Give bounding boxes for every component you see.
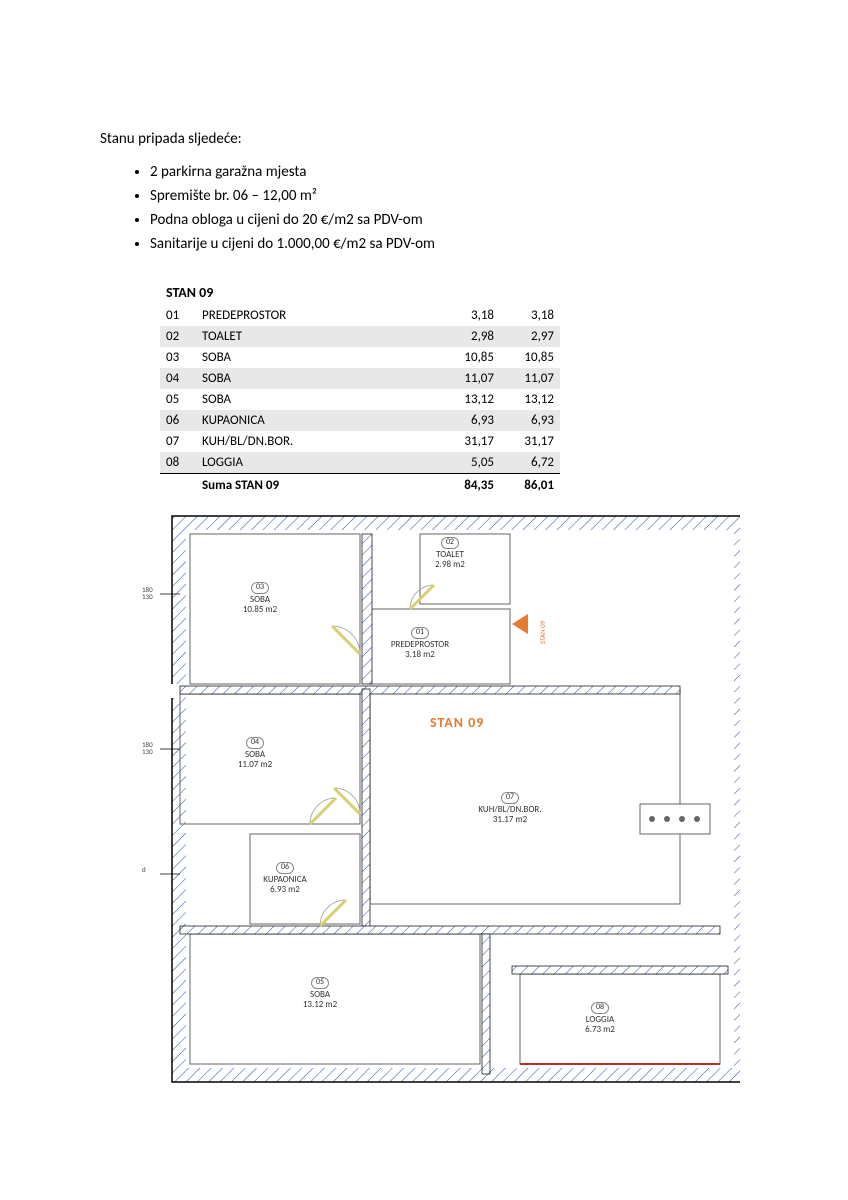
room-label: 01PREDEPROSTOR3.18 m2 xyxy=(380,627,460,661)
intro-text: Stanu pripada sljedeće: xyxy=(100,130,768,148)
bullet-item: Podna obloga u cijeni do 20 €/m2 sa PDV-… xyxy=(150,208,768,232)
table-row: 04SOBA11,0711,07 xyxy=(160,368,560,389)
bullet-list: 2 parkirna garažna mjesta Spremište br. … xyxy=(150,160,768,256)
table-row: 01PREDEPROSTOR3,183,18 xyxy=(160,305,560,326)
area-table: STAN 09 01PREDEPROSTOR3,183,1802TOALET2,… xyxy=(160,280,560,496)
table-title: STAN 09 xyxy=(160,280,560,305)
table-row: 06KUPAONICA6,936,93 xyxy=(160,410,560,431)
table-row: 08LOGGIA5,056,72 xyxy=(160,452,560,474)
table-row: 05SOBA13,1213,12 xyxy=(160,389,560,410)
room-label: 07KUH/BL/DN.BOR.31.17 m2 xyxy=(470,792,550,826)
table-sum-row: Suma STAN 0984,3586,01 xyxy=(160,474,560,497)
table-row: 02TOALET2,982,97 xyxy=(160,326,560,347)
dimension-label: 180130 xyxy=(142,741,153,755)
bullet-item: 2 parkirna garažna mjesta xyxy=(150,160,768,184)
room-label: 08LOGGIA6.73 m2 xyxy=(560,1002,640,1036)
room-label: 04SOBA11.07 m2 xyxy=(215,737,295,771)
room-label: 05SOBA13.12 m2 xyxy=(280,977,360,1011)
room-label: 02TOALET2.98 m2 xyxy=(410,537,490,571)
dimension-label: d xyxy=(142,866,146,873)
bullet-item: Sanitarije u cijeni do 1.000,00 €/m2 sa … xyxy=(150,232,768,256)
room-label: 06KUPAONICA6.93 m2 xyxy=(245,862,325,896)
entry-marker-icon xyxy=(512,614,528,634)
floor-plan: REMAX STAN 09 STAN 09 03SOBA10.85 m202TO… xyxy=(120,514,740,1094)
entry-label: STAN 09 xyxy=(538,621,547,644)
table-row: 07KUH/BL/DN.BOR.31,1731,17 xyxy=(160,431,560,452)
dimension-label: 180130 xyxy=(142,586,153,600)
table-row: 03SOBA10,8510,85 xyxy=(160,347,560,368)
room-label: 03SOBA10.85 m2 xyxy=(220,582,300,616)
unit-label: STAN 09 xyxy=(430,714,484,731)
bullet-item: Spremište br. 06 – 12,00 m² xyxy=(150,184,768,208)
